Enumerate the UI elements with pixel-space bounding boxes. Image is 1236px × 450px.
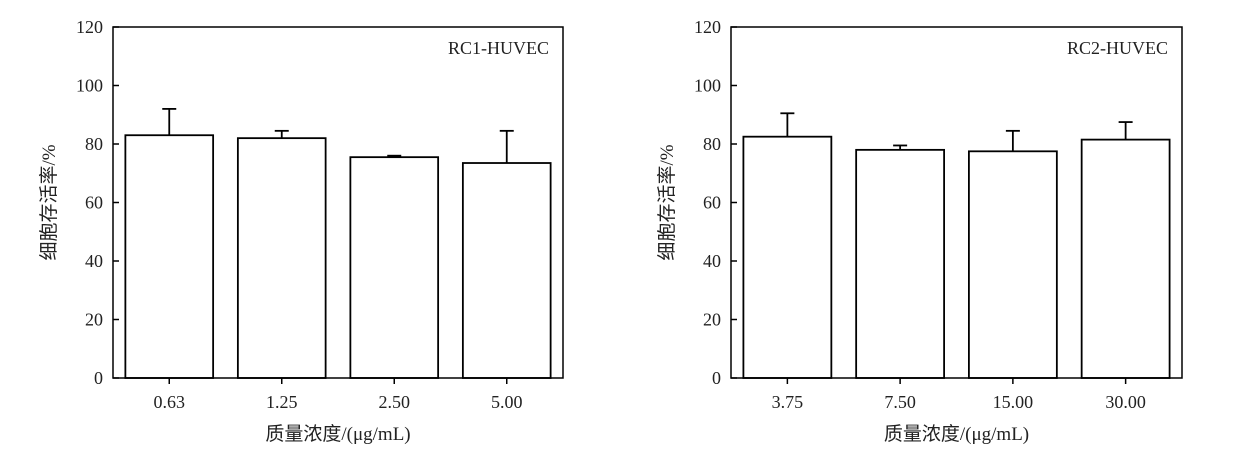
error-bar-3 xyxy=(387,154,402,158)
y-tick-label: 80 xyxy=(703,134,721,154)
y-tick-label: 0 xyxy=(94,368,103,388)
x-tick-label: 5.00 xyxy=(491,392,523,412)
error-bar-4 xyxy=(1118,121,1133,140)
bar-1 xyxy=(124,134,215,379)
bar-3 xyxy=(349,156,440,379)
x-tick-label: 2.50 xyxy=(379,392,411,412)
x-axis-title: 质量浓度/(μg/mL) xyxy=(884,423,1029,445)
bar-4 xyxy=(1080,138,1171,379)
error-bar-2 xyxy=(893,144,908,150)
error-bar-2 xyxy=(274,129,289,139)
y-tick-label: 40 xyxy=(85,251,103,271)
y-tick-label: 100 xyxy=(76,76,103,96)
x-tick-label: 1.25 xyxy=(266,392,298,412)
y-tick-label: 120 xyxy=(76,17,103,37)
x-axis-title: 质量浓度/(μg/mL) xyxy=(265,423,410,445)
error-bar-1 xyxy=(162,108,177,136)
panel-annotation: RC1-HUVEC xyxy=(448,38,549,58)
y-tick-label: 100 xyxy=(694,76,721,96)
x-tick-label: 15.00 xyxy=(993,392,1034,412)
bar-2 xyxy=(236,137,327,379)
x-tick-label: 0.63 xyxy=(154,392,186,412)
x-tick-label: 30.00 xyxy=(1105,392,1146,412)
y-tick-label: 60 xyxy=(85,193,103,213)
y-tick-label: 0 xyxy=(712,368,721,388)
y-tick-label: 20 xyxy=(85,310,103,330)
y-tick-label: 20 xyxy=(703,310,721,330)
y-axis-title: 细胞存活率/% xyxy=(656,144,678,260)
x-tick-label: 7.50 xyxy=(884,392,916,412)
error-bar-1 xyxy=(780,112,795,137)
bar-4 xyxy=(461,162,552,379)
bar-3 xyxy=(968,150,1058,379)
chart-panel-2: 3.75 7.50 15.00 30.00 0 20 40 60 80 100 120 质量浓度/(μ… xyxy=(656,17,1183,445)
y-tick-label: 40 xyxy=(703,251,721,271)
error-bar-4 xyxy=(499,129,514,164)
y-tick-label: 120 xyxy=(694,17,721,37)
y-axis-title: 细胞存活率/% xyxy=(38,144,60,260)
y-tick-label: 80 xyxy=(85,134,103,154)
chart-panel-1: 0.63 1.25 2.50 5.00 0 20 40 60 80 100 120 质量浓度/(μg/… xyxy=(38,17,564,445)
error-bar-3 xyxy=(1005,129,1020,152)
y-tick-label: 60 xyxy=(703,193,721,213)
panel-annotation: RC2-HUVEC xyxy=(1067,38,1168,58)
bar-1 xyxy=(742,135,833,379)
bar-2 xyxy=(855,148,945,379)
x-tick-label: 3.75 xyxy=(772,392,804,412)
